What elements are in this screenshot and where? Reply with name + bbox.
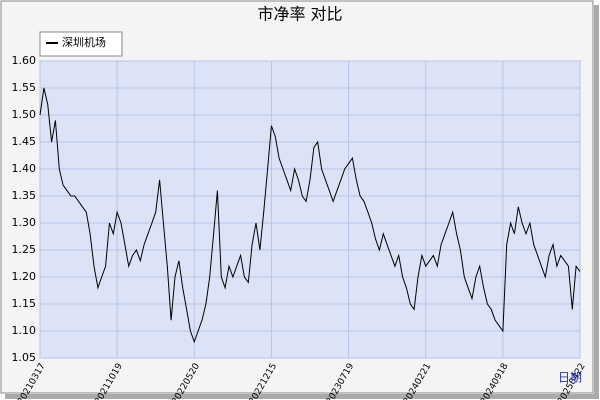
y-tick-label: 1.60: [12, 54, 37, 67]
y-tick-label: 1.45: [12, 135, 37, 148]
y-tick-label: 1.40: [12, 162, 37, 175]
y-tick-label: 1.05: [12, 351, 37, 364]
y-tick-label: 1.25: [12, 243, 37, 256]
y-tick-label: 1.50: [12, 108, 37, 121]
series-line: [39, 87, 581, 344]
x-axis-label: 日期: [558, 371, 582, 385]
y-tick-label: 1.20: [12, 270, 37, 283]
y-tick-label: 1.35: [12, 189, 37, 202]
legend-box: [39, 31, 123, 57]
y-tick-label: 1.30: [12, 216, 37, 229]
y-tick-label: 1.55: [12, 81, 37, 94]
shadow: [5, 394, 599, 399]
plot-area: [39, 60, 581, 359]
y-tick-label: 1.10: [12, 324, 37, 337]
y-tick-label: 1.15: [12, 297, 37, 310]
shadow: [594, 5, 599, 397]
chart-title: 市净率 对比: [257, 5, 342, 24]
legend: 深圳机场: [39, 31, 123, 57]
legend-label: 深圳机场: [62, 35, 106, 49]
